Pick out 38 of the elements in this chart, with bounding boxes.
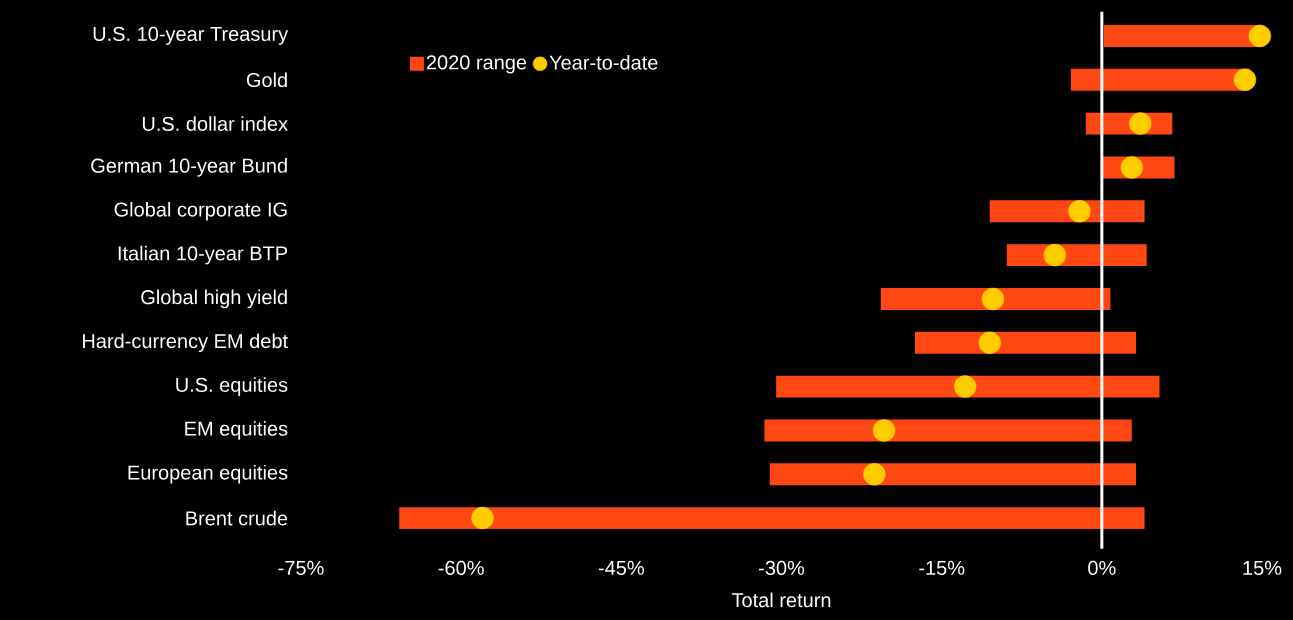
point [1129,112,1152,135]
legend-label: Year-to-date [549,55,658,70]
point [1068,200,1091,223]
point [978,331,1001,354]
x-tick-label: -30% [759,560,805,576]
point [953,375,977,398]
y-tick-label: Brent crude [186,510,288,526]
x-tick-label: 0% [1088,560,1116,576]
y-tick-label: Gold [246,72,287,88]
point [1120,156,1143,179]
x-tick-label: -60% [438,560,484,576]
bar [776,375,1160,398]
point [471,506,494,530]
bar [764,419,1132,442]
y-tick-label: Global corporate IG [114,201,287,221]
bar [769,463,1137,486]
y-tick-label: EM equities [185,421,288,440]
point [981,287,1005,311]
y-tick-label: U.S. equities [176,377,288,396]
y-tick-label: Hard-currency EM debt [83,333,288,353]
y-tick-label: European equities [128,464,288,484]
y-tick-label: U.S. dollar index [142,116,288,131]
x-tick-label: -75% [278,560,324,575]
y-tick-label: Global high yield [141,289,287,309]
y-tick-label: Italian 10-year BTP [118,245,288,265]
legend-label: 2020 range [426,55,527,74]
y-tick-label: U.S. 10-year Treasury [93,26,289,45]
point [1043,243,1067,267]
point [1233,68,1257,91]
point [1248,24,1272,48]
bar [399,507,1145,530]
y-tick-label: German 10-year Bund [91,158,287,177]
x-tick-label: -15% [919,560,965,575]
x-tick-label: -45% [598,560,644,575]
point [872,419,896,442]
x-axis-title: Total return [731,592,831,608]
x-tick-label: 15% [1243,560,1282,575]
point [863,463,886,486]
